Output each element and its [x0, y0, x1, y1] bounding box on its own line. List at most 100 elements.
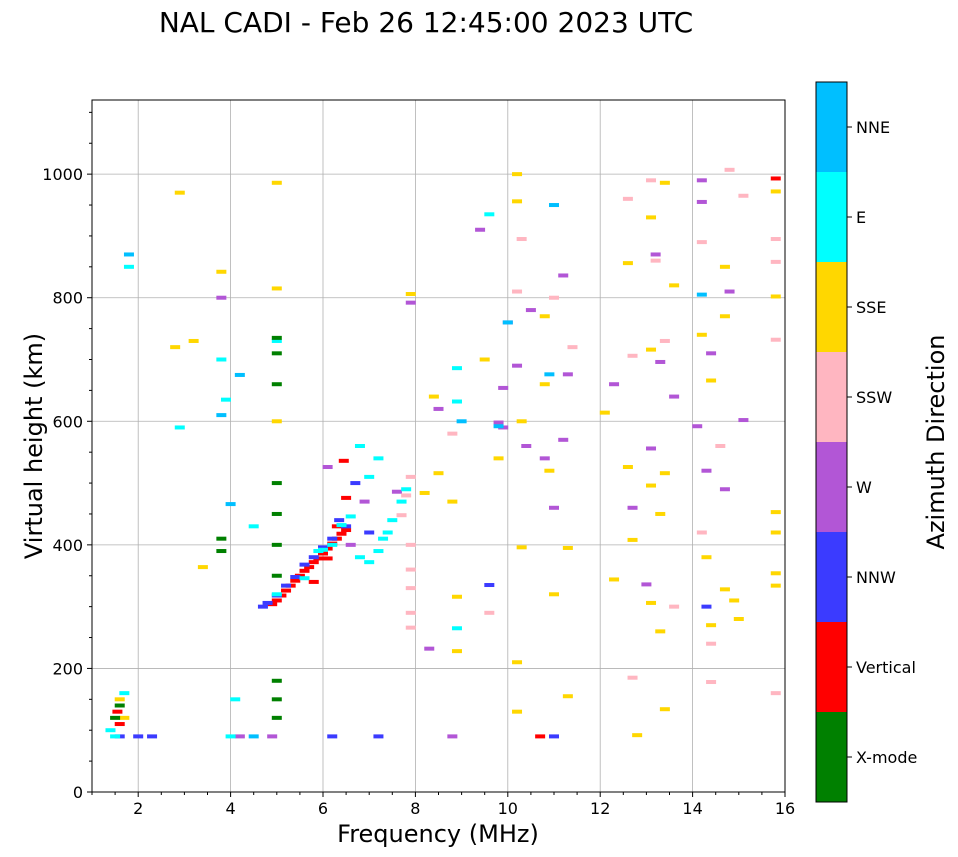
colorbar-segment [816, 622, 847, 712]
point-nne [549, 203, 559, 208]
point-ssw [567, 345, 578, 350]
point-e [451, 626, 462, 631]
point-nnw [327, 734, 338, 739]
point-e [378, 536, 389, 541]
point-sse [770, 294, 781, 299]
point-x-mode [216, 536, 227, 541]
point-e [230, 697, 241, 702]
point-ssw [549, 295, 559, 300]
point-e [364, 560, 375, 565]
point-sse [405, 292, 416, 297]
colorbar-label-w: W [856, 478, 872, 497]
plot-area [92, 100, 785, 792]
y-tick-label: 800 [52, 289, 83, 308]
point-e [220, 397, 231, 402]
point-w [322, 465, 333, 470]
x-tick-label: 14 [682, 799, 702, 818]
point-w [525, 308, 536, 313]
x-tick-label: 8 [410, 799, 420, 818]
point-w [696, 178, 707, 183]
colorbar-segment [816, 712, 847, 802]
point-ssw [659, 338, 670, 343]
point-sse [512, 660, 523, 665]
point-e [373, 456, 384, 461]
point-vertical [112, 709, 123, 714]
point-nnw [299, 562, 310, 567]
point-ssw [770, 691, 781, 696]
point-ssw [627, 675, 638, 680]
point-ssw [405, 542, 416, 547]
point-sse [770, 583, 781, 588]
point-w [655, 359, 666, 364]
point-x-mode [271, 573, 282, 578]
point-vertical [271, 598, 282, 603]
point-w [405, 300, 416, 305]
point-ssw [770, 337, 781, 342]
y-tick-label: 1000 [42, 165, 83, 184]
point-ssw [770, 259, 781, 264]
point-vertical [281, 588, 292, 593]
point-sse [549, 592, 559, 597]
point-sse [170, 345, 181, 350]
point-e [354, 444, 365, 448]
point-ssw [512, 289, 523, 294]
y-tick-label: 400 [52, 536, 83, 555]
x-tick-label: 16 [775, 799, 795, 818]
point-sse [659, 180, 670, 185]
point-nne [696, 292, 707, 297]
point-nnw [364, 530, 375, 535]
point-ssw [405, 625, 416, 630]
point-w [738, 418, 749, 423]
point-w [706, 351, 717, 356]
colorbar-label-nnw: NNW [856, 568, 896, 587]
point-w [549, 505, 559, 510]
point-sse [609, 577, 620, 582]
point-sse [729, 598, 740, 603]
point-x-mode [271, 335, 282, 340]
point-sse [271, 419, 282, 424]
point-sse [706, 378, 717, 383]
point-w [345, 542, 356, 547]
point-vertical [535, 734, 546, 739]
point-x-mode [271, 481, 282, 486]
point-e [216, 357, 227, 362]
colorbar-label-x-mode: X-mode [856, 748, 917, 767]
point-vertical [308, 579, 319, 584]
point-e [327, 542, 338, 547]
point-sse [119, 715, 130, 720]
point-w [359, 499, 370, 504]
point-e [248, 524, 259, 529]
point-ssw [622, 196, 633, 201]
point-vertical [336, 531, 347, 536]
point-sse [719, 264, 730, 269]
point-x-mode [271, 542, 282, 547]
colorbar-label: Azimuth Direction [922, 335, 950, 550]
point-sse [719, 587, 730, 592]
point-w [650, 252, 661, 257]
point-nnw [327, 536, 338, 541]
x-tick-label: 6 [318, 799, 328, 818]
point-vertical [341, 495, 352, 500]
y-axis-label: Virtual height (km) [20, 333, 48, 559]
point-w [669, 394, 680, 399]
point-w [646, 446, 657, 451]
point-sse [599, 410, 610, 415]
point-w [447, 734, 458, 739]
point-e [105, 728, 116, 733]
point-nnw [308, 555, 319, 560]
point-ssw [706, 680, 717, 685]
point-e [451, 399, 462, 404]
point-w [234, 734, 245, 739]
point-nnw [133, 734, 144, 739]
point-sse [114, 697, 125, 702]
point-sse [428, 394, 439, 399]
point-e [345, 514, 356, 519]
point-sse [646, 347, 657, 352]
point-sse [516, 545, 527, 550]
point-sse [701, 555, 712, 560]
point-ssw [405, 567, 416, 572]
x-axis-label: Frequency (MHz) [337, 820, 539, 848]
point-nnw [484, 583, 495, 588]
point-w [475, 227, 486, 232]
